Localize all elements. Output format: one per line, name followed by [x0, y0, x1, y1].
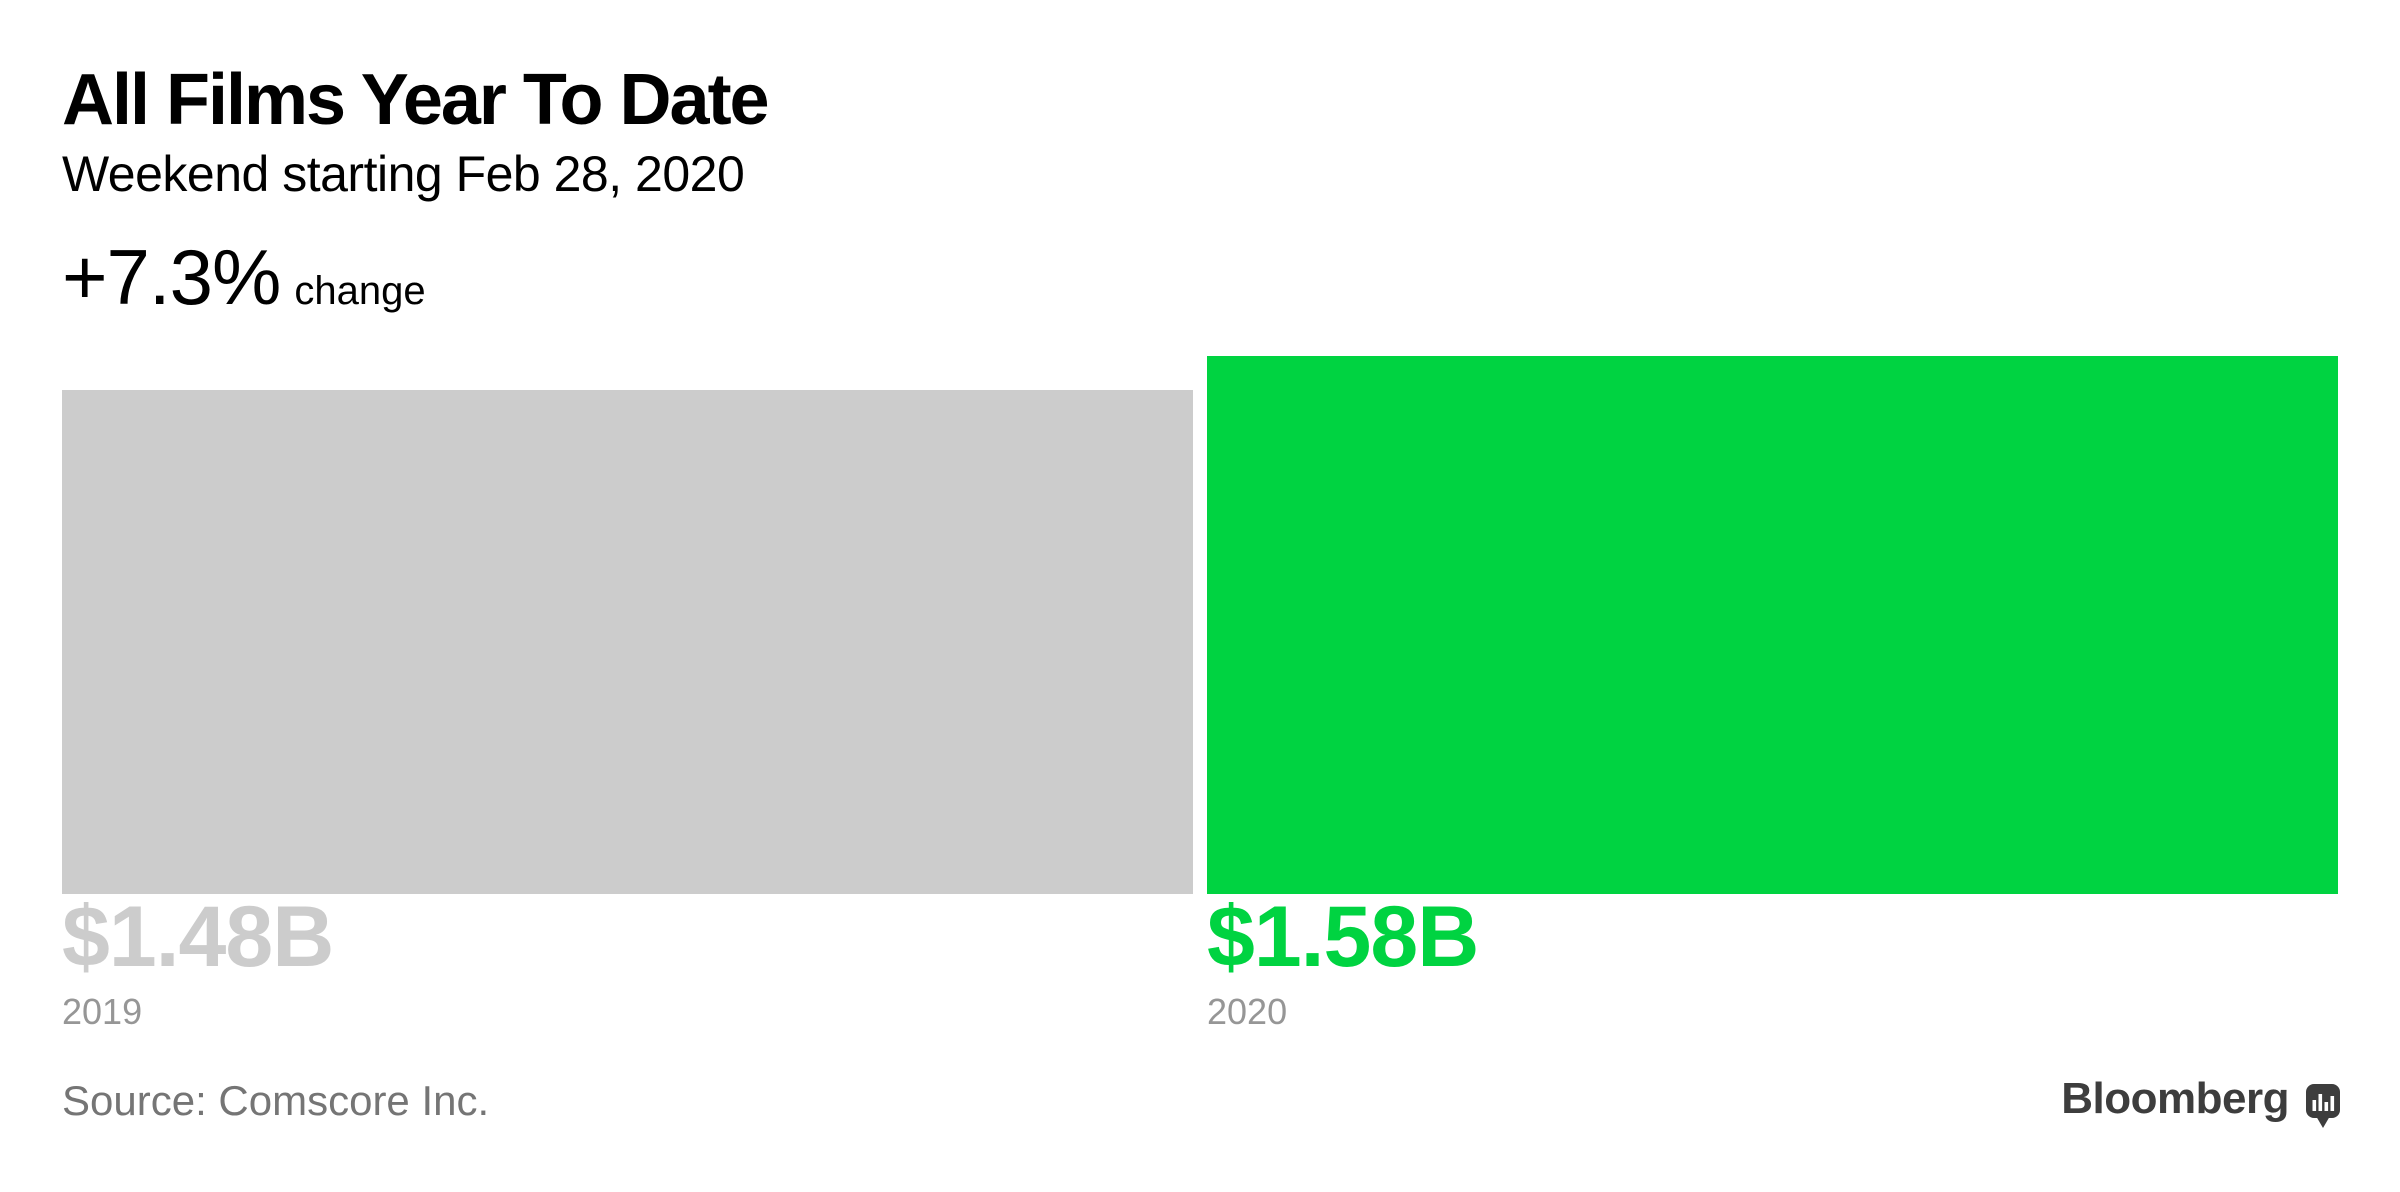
bloomberg-wordmark: Bloomberg: [2061, 1074, 2289, 1123]
year-label-2020: 2020: [1207, 991, 1288, 1032]
bar-chart: [62, 356, 2338, 894]
change-value: +7.3%: [62, 233, 281, 321]
bar-2020: [1207, 356, 2338, 894]
value-label-2019: $1.48B: [62, 889, 334, 985]
year-label-2019: 2019: [62, 991, 143, 1032]
value-label-2020: $1.58B: [1207, 889, 1479, 985]
page-title: All Films Year To Date: [62, 60, 770, 140]
change-row: +7.3% change: [62, 238, 426, 316]
change-label: change: [294, 269, 426, 313]
bar-2019: [62, 390, 1193, 894]
label-cell-2020: $1.58B 2020: [1207, 894, 2338, 1030]
bloomberg-logo: Bloomberg: [2061, 1077, 2340, 1130]
bar-chart-bubble-icon: [2306, 1084, 2340, 1128]
bar-label-row: $1.48B 2019 $1.58B 2020: [62, 894, 2338, 1030]
label-cell-2019: $1.48B 2019: [62, 894, 1193, 1030]
chart-subtitle: Weekend starting Feb 28, 2020: [62, 146, 745, 202]
source-note: Source: Comscore Inc.: [62, 1077, 490, 1124]
